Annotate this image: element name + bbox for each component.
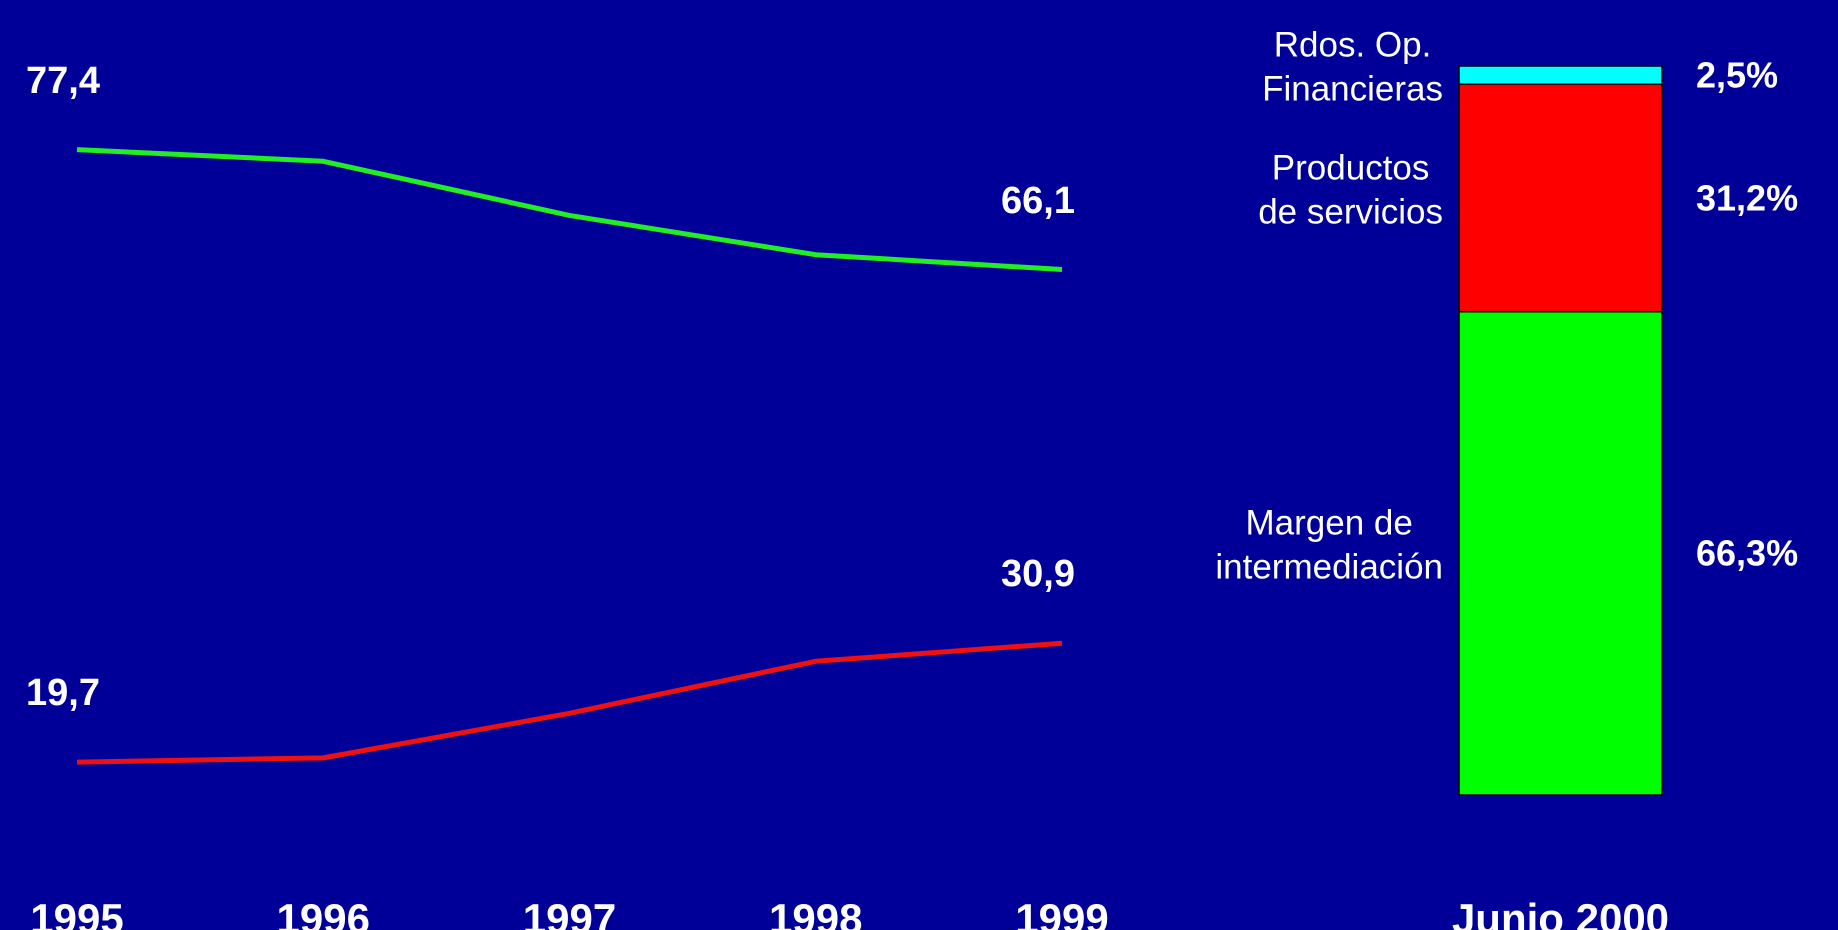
data-label: 31,2% xyxy=(1696,177,1799,219)
data-label: 2,5% xyxy=(1696,54,1779,96)
bar-segment xyxy=(1458,65,1663,85)
segment-name: Productos de servicios xyxy=(1258,148,1443,231)
data-label: 77,4 xyxy=(26,59,100,102)
segment-name: Rdos. Op. Financieras xyxy=(1262,25,1443,109)
bar-segment xyxy=(1458,310,1663,796)
x-tick-label: 1997 xyxy=(522,895,617,930)
x-tick-label: 1999 xyxy=(1015,895,1109,930)
data-label: 19,7 xyxy=(26,672,100,715)
x-tick-label: 1996 xyxy=(276,895,370,930)
line-series xyxy=(76,640,1063,765)
data-label: 66,1 xyxy=(1001,179,1075,222)
bar-segment xyxy=(1458,83,1663,313)
x-tick-label: Junio 2000 xyxy=(1451,895,1670,930)
data-label: 66,3% xyxy=(1696,532,1799,574)
data-label: 30,9 xyxy=(1001,553,1075,596)
x-tick-label: 1995 xyxy=(30,895,124,930)
line-series xyxy=(76,147,1063,273)
x-tick-label: 1998 xyxy=(769,895,863,930)
segment-name: Margen de intermediación xyxy=(1215,503,1443,587)
